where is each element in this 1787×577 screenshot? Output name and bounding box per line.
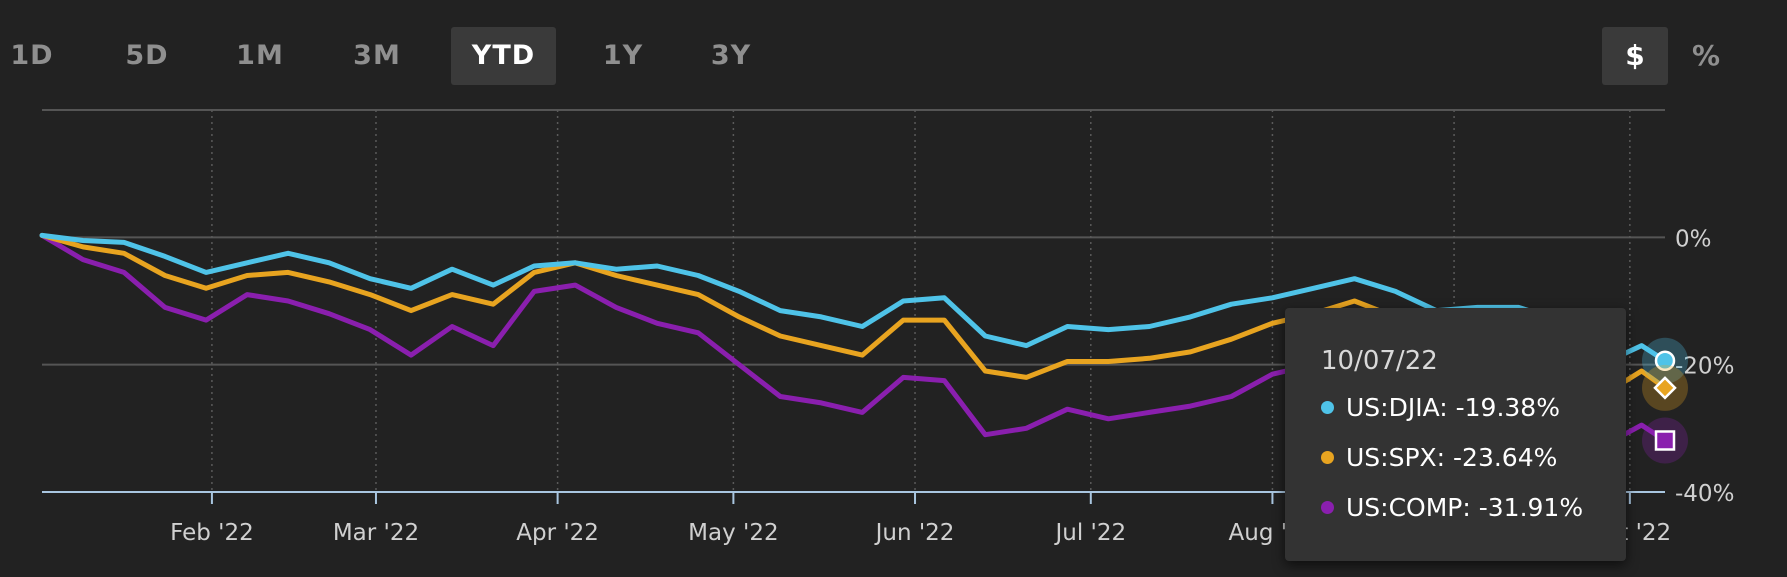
end-marker-us-comp (1654, 430, 1676, 451)
tooltip-spx-label: US:SPX: -23.64% (1346, 443, 1558, 472)
tooltip-row-djia: US:DJIA: -19.38% (1321, 393, 1560, 422)
time-range-selector: 1D 5D 1M 3M YTD 1Y 3Y $ % (0, 0, 1787, 100)
hover-tooltip: 10/07/22 US:DJIA: -19.38% US:SPX: -23.64… (1285, 308, 1626, 561)
x-tick-label: Jun '22 (874, 520, 955, 546)
y-tick-label: -20% (1675, 354, 1734, 380)
range-1m-button[interactable]: 1M (236, 40, 284, 71)
x-tick-label: May '22 (688, 520, 778, 546)
x-tick-label: Apr '22 (516, 520, 599, 546)
range-1d-button[interactable]: 1D (10, 40, 54, 71)
series-line-us-djia (39, 232, 1668, 368)
tooltip-djia-label: US:DJIA: -19.38% (1346, 393, 1560, 422)
x-tick-label: Jul '22 (1053, 520, 1126, 546)
x-tick-label: Mar '22 (333, 520, 419, 546)
range-3y-button[interactable]: 3Y (710, 40, 752, 71)
unit-percent-button[interactable]: % (1691, 39, 1721, 72)
range-5d-button[interactable]: 5D (125, 40, 169, 71)
djia-dot-icon (1321, 400, 1334, 414)
marker-layer (1642, 337, 1688, 464)
spx-dot-icon (1321, 450, 1334, 464)
y-tick-label: -40% (1675, 481, 1734, 507)
tooltip-comp-label: US:COMP: -31.91% (1346, 493, 1584, 522)
end-marker-us-djia (1654, 350, 1676, 371)
x-tick-label: Feb '22 (170, 520, 254, 546)
range-1y-button[interactable]: 1Y (602, 40, 644, 71)
tooltip-date: 10/07/22 (1321, 346, 1438, 376)
tooltip-row-spx: US:SPX: -23.64% (1321, 443, 1557, 472)
tooltip-row-comp: US:COMP: -31.91% (1321, 493, 1583, 522)
range-3m-button[interactable]: 3M (353, 40, 401, 71)
end-marker-us-spx (1653, 376, 1677, 400)
y-tick-label: 0% (1675, 226, 1712, 252)
comp-dot-icon (1321, 500, 1334, 514)
unit-dollar-button[interactable]: $ (1602, 27, 1668, 85)
range-ytd-button[interactable]: YTD (451, 27, 556, 85)
